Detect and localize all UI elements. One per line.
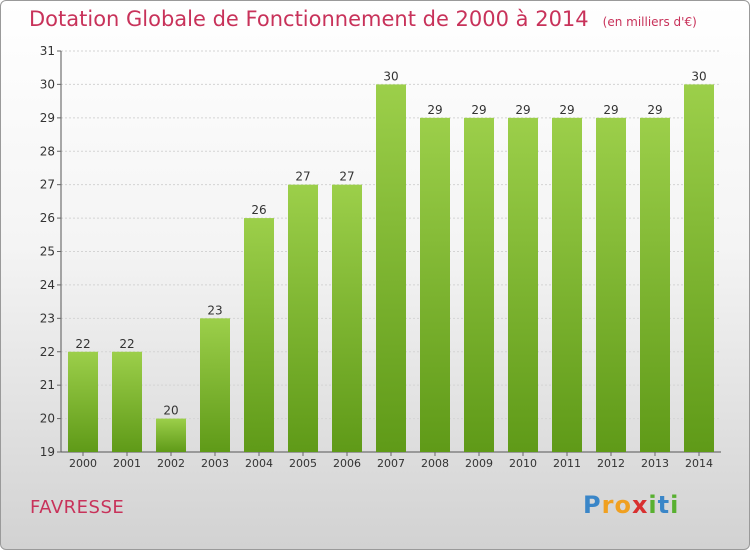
logo-letter: P [583, 491, 602, 519]
y-tick-label: 28 [40, 144, 55, 158]
x-tick-label: 2011 [553, 457, 581, 470]
bars [68, 84, 714, 453]
y-tick-label: 29 [40, 111, 55, 125]
logo-letter: i [648, 491, 658, 519]
y-tick-label: 19 [40, 445, 55, 459]
data-label: 27 [339, 170, 354, 184]
bar [244, 218, 274, 452]
data-label: 29 [603, 103, 618, 117]
y-tick-label: 31 [40, 44, 55, 58]
logo-letter: t [657, 491, 671, 519]
data-label: 29 [427, 103, 442, 117]
bar [68, 351, 98, 452]
logo-letter: i [670, 491, 680, 519]
y-tick-label: 26 [40, 211, 55, 225]
x-tick-label: 2003 [201, 457, 229, 470]
y-tick-label: 27 [40, 178, 55, 192]
bar [200, 318, 230, 452]
bar [596, 117, 626, 452]
y-tick-label: 23 [40, 311, 55, 325]
data-label: 29 [515, 103, 530, 117]
bar [376, 84, 406, 453]
x-tick-label: 2008 [421, 457, 449, 470]
bar [332, 184, 362, 452]
chart-title: Dotation Globale de Fonctionnement de 20… [29, 7, 589, 31]
x-tick-label: 2007 [377, 457, 405, 470]
y-tick-label: 21 [40, 378, 55, 392]
proxiti-logo: Proxiti [583, 491, 679, 519]
x-tick-label: 2004 [245, 457, 273, 470]
commune-name: FAVRESSE [30, 497, 125, 518]
logo-letter: o [614, 491, 632, 519]
bar [420, 117, 450, 452]
x-tick-label: 2005 [289, 457, 317, 470]
x-tick-label: 2012 [597, 457, 625, 470]
y-tick-label: 22 [40, 345, 55, 359]
x-tick-label: 2014 [685, 457, 713, 470]
data-label: 30 [691, 69, 706, 83]
bar [552, 117, 582, 452]
chart-unit: (en milliers d'€) [602, 15, 697, 29]
data-label: 22 [119, 337, 134, 351]
data-label: 29 [471, 103, 486, 117]
data-label: 27 [295, 170, 310, 184]
x-tick-label: 2010 [509, 457, 537, 470]
y-tick-label: 24 [40, 278, 55, 292]
x-tick-label: 2002 [157, 457, 185, 470]
data-labels: 22 22 20 23 26 27 27 30 29 29 29 29 29 29 30 [75, 69, 706, 417]
y-tick-label: 25 [40, 245, 55, 259]
bar [156, 418, 186, 452]
data-label: 29 [559, 103, 574, 117]
bar [464, 117, 494, 452]
x-tick-label: 2013 [641, 457, 669, 470]
logo-letter: x [631, 491, 649, 519]
data-label: 22 [75, 337, 90, 351]
bar [288, 184, 318, 452]
bar [640, 117, 670, 452]
bar [508, 117, 538, 452]
x-tick-label: 2001 [113, 457, 141, 470]
y-axis-ticks: 19 20 21 22 23 24 25 26 27 28 29 30 31 [40, 44, 61, 459]
x-tick-label: 2009 [465, 457, 493, 470]
logo-letter: r [601, 491, 615, 519]
y-tick-label: 30 [40, 77, 55, 91]
x-axis-ticks: 2000 2001 2002 2003 2004 2005 2006 2007 2008 2009… [69, 452, 713, 470]
y-tick-label: 20 [40, 412, 55, 426]
data-label: 29 [647, 103, 662, 117]
data-label: 23 [207, 303, 222, 317]
x-tick-label: 2006 [333, 457, 361, 470]
bar [684, 84, 714, 453]
data-label: 26 [251, 203, 266, 217]
title-row: Dotation Globale de Fonctionnement de 20… [29, 7, 697, 31]
bar [112, 351, 142, 452]
data-label: 30 [383, 69, 398, 83]
x-tick-label: 2000 [69, 457, 97, 470]
data-label: 20 [163, 404, 178, 418]
